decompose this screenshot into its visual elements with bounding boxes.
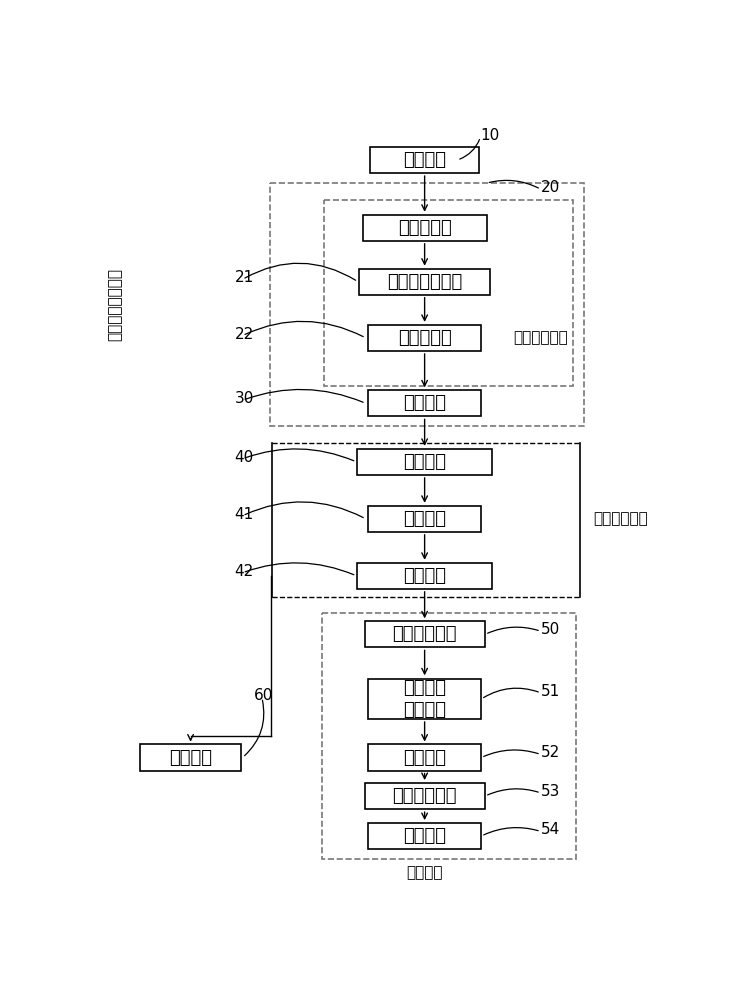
Bar: [368, 823, 481, 849]
Text: 接收模块: 接收模块: [403, 453, 446, 471]
Text: 处理单元: 处理单元: [406, 866, 443, 881]
Text: 拍摄子模块: 拍摄子模块: [398, 219, 452, 237]
Text: 42: 42: [235, 564, 254, 579]
Text: 发送模块: 发送模块: [403, 394, 446, 412]
Text: 60: 60: [254, 688, 273, 703]
Text: 理赔估量模块: 理赔估量模块: [393, 787, 457, 805]
Bar: [368, 325, 481, 351]
Bar: [365, 783, 485, 809]
Text: 52: 52: [541, 745, 560, 760]
Bar: [363, 215, 487, 241]
Bar: [368, 390, 481, 416]
Bar: [324, 200, 573, 386]
Text: 判断模块: 判断模块: [403, 567, 446, 585]
Text: 提取信息模块: 提取信息模块: [393, 625, 457, 643]
Text: 提取时间子模块: 提取时间子模块: [387, 273, 462, 291]
Text: 50: 50: [541, 622, 560, 637]
Text: 调取保险
信息模块: 调取保险 信息模块: [403, 679, 446, 719]
Bar: [368, 679, 481, 719]
Text: 图片处理模块: 图片处理模块: [514, 330, 569, 345]
Bar: [365, 621, 485, 647]
Bar: [359, 269, 491, 295]
Bar: [371, 147, 479, 173]
Text: 41: 41: [235, 507, 254, 522]
Text: 加密子模块: 加密子模块: [398, 329, 452, 347]
Bar: [270, 183, 583, 426]
Bar: [357, 449, 493, 475]
Bar: [357, 563, 493, 589]
Text: 54: 54: [541, 822, 560, 837]
Text: 20: 20: [541, 180, 560, 195]
Text: 40: 40: [235, 450, 254, 465]
Text: 拨号单元: 拨号单元: [403, 151, 446, 169]
Bar: [322, 613, 576, 859]
Text: 10: 10: [480, 128, 500, 143]
Bar: [368, 506, 481, 532]
Text: 30: 30: [235, 391, 254, 406]
Text: 发送相关信息单元: 发送相关信息单元: [107, 268, 122, 341]
Text: 51: 51: [541, 684, 560, 699]
Text: 反馈模块: 反馈模块: [403, 827, 446, 845]
Text: 验证真伪单元: 验证真伪单元: [594, 511, 648, 526]
Text: 53: 53: [541, 784, 560, 799]
Bar: [140, 744, 241, 771]
Text: 22: 22: [235, 327, 254, 342]
Text: 21: 21: [235, 270, 254, 285]
Text: 识别模块: 识别模块: [403, 749, 446, 767]
Text: 解密模块: 解密模块: [403, 510, 446, 528]
Bar: [368, 744, 481, 771]
Text: 报警单元: 报警单元: [169, 749, 212, 767]
